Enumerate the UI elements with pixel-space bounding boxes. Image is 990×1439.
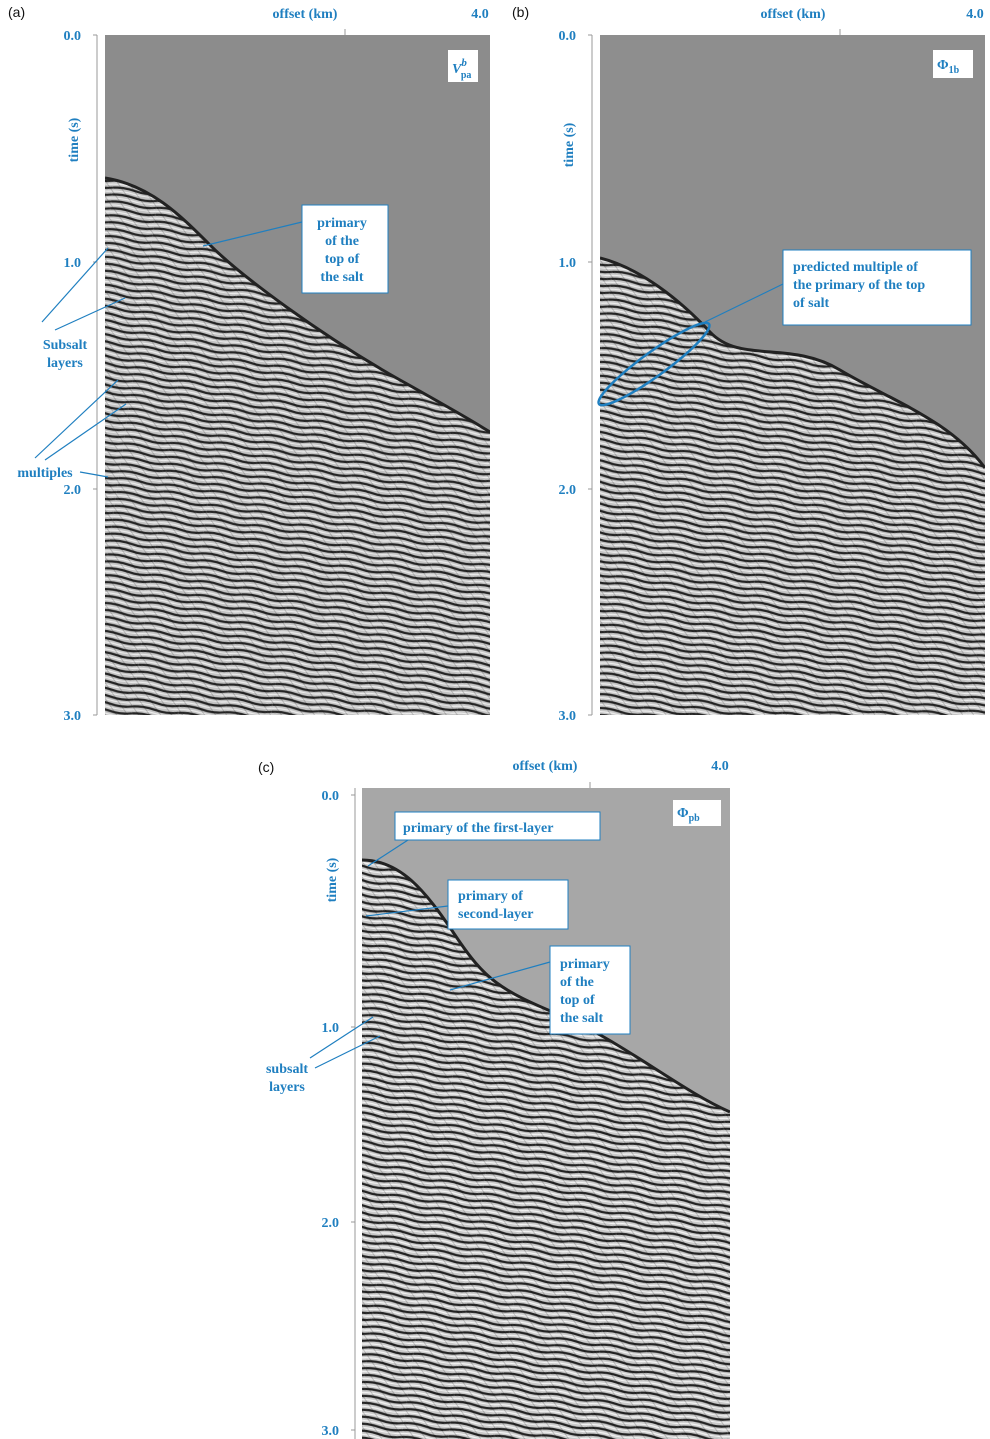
figure: 0.01.02.03.0(a)offset (km)4.0time (s)Vbp… (0, 0, 990, 1439)
badge-base: Φ (677, 806, 689, 821)
y-tick-label: 1.0 (322, 1021, 340, 1036)
y-tick-label: 0.0 (64, 29, 82, 44)
badge-sup: b (461, 57, 467, 69)
y-tick-label: 1.0 (64, 256, 82, 271)
annotation-text: top of (325, 252, 360, 267)
panel: 0.0 1.0 2.0 3.0 (b) offset (km) 4.0 time (s) Φ1b… (512, 4, 985, 724)
badge-sub: pb (689, 813, 701, 824)
y-axis-label: time (s) (67, 117, 82, 162)
badge-sub: pa (461, 70, 472, 81)
y-tick-label: 3.0 (559, 709, 577, 724)
badge-sub: 1b (949, 65, 960, 76)
x-tick-label: 4.0 (711, 759, 729, 774)
annotation-text: of salt (793, 296, 830, 311)
annotation-text: top of (560, 993, 595, 1008)
y-tick-label: 2.0 (64, 483, 82, 498)
annotation-text: primary (560, 957, 610, 972)
y-tick-label: 0.0 (559, 29, 577, 44)
y-tick-label: 2.0 (559, 483, 577, 498)
annotation-text: Subsalt (43, 338, 88, 353)
annotation-text: of the (325, 234, 359, 249)
badge-base: Φ (937, 58, 949, 73)
y-axis-label: time (s) (325, 857, 340, 902)
annotation-text: layers (269, 1080, 305, 1095)
annotation-text: primary of (458, 889, 523, 904)
annotation-text: the primary of the top (793, 278, 925, 293)
annotation-text: the salt (320, 270, 364, 285)
annotation-text: predicted multiple of (793, 260, 918, 275)
annotation-text: primary (317, 216, 367, 231)
x-axis-label: offset (km) (273, 7, 338, 22)
y-tick-label: 3.0 (322, 1424, 340, 1439)
x-tick-label: 4.0 (471, 7, 489, 22)
x-axis-label: offset (km) (513, 759, 578, 774)
panel-label: (b) (512, 4, 529, 20)
annotation-text: second-layer (458, 907, 533, 922)
y-tick-label: 1.0 (559, 256, 577, 271)
x-axis-label: offset (km) (761, 7, 826, 22)
leader-line (80, 472, 108, 477)
x-tick-label: 4.0 (966, 7, 984, 22)
y-tick-label: 3.0 (64, 709, 82, 724)
panel: 0.0 1.0 2.0 3.0 (c) offset (km) 4.0 time (s) Φpb… (258, 759, 730, 1439)
annotation-text: of the (560, 975, 594, 990)
annotation-text: subsalt (266, 1062, 308, 1077)
y-tick-label: 0.0 (322, 789, 340, 804)
y-tick-label: 2.0 (322, 1216, 340, 1231)
annotation-text: the salt (560, 1011, 604, 1026)
panel-label: (a) (8, 4, 25, 20)
panel-label: (c) (258, 759, 274, 775)
y-axis-label: time (s) (562, 122, 577, 167)
annotation-text: primary of the first-layer (403, 821, 553, 836)
annotation-text: layers (47, 356, 83, 371)
annotation-text: multiples (17, 466, 73, 481)
